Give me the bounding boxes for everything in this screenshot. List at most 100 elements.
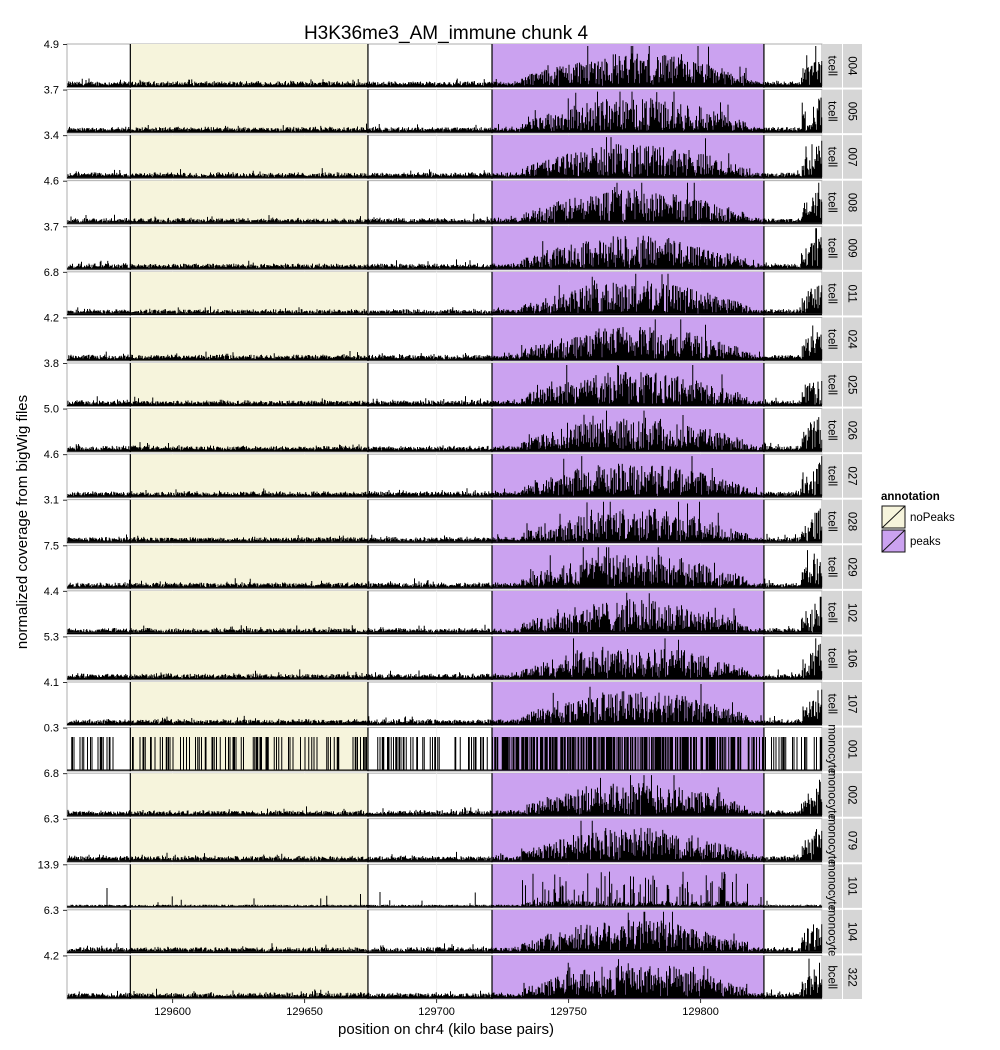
- strip-cell-type-label: tcell: [826, 511, 838, 531]
- coverage-signal-025: [67, 365, 823, 406]
- coverage-signal-026: [67, 410, 823, 451]
- strip-cell-type: [823, 226, 842, 270]
- strip-cell-type-label: tcell: [826, 648, 838, 668]
- coverage-signal-002: [67, 775, 823, 816]
- strip-cell-type-label: tcell: [826, 56, 838, 76]
- strip-sample: [843, 226, 862, 270]
- y-max-label: 13.9: [38, 859, 59, 871]
- strip-cell-type: [823, 818, 842, 863]
- coverage-signal-079: [67, 820, 823, 861]
- x-axis-label: position on chr4 (kilo base pairs): [338, 1021, 554, 1038]
- annotation-noPeaks: [130, 864, 368, 908]
- coverage-signal-027: [67, 456, 823, 497]
- strip-cell-type-label: tcell: [826, 602, 838, 622]
- strip-sample-label: 025: [846, 375, 858, 394]
- panel-102: 4.4 tcell 102: [44, 586, 862, 635]
- strip-sample-label: 005: [846, 102, 858, 121]
- strip-sample: [843, 818, 862, 863]
- panel-005: 3.7 tcell 005: [44, 85, 862, 134]
- strip-sample: [843, 408, 862, 453]
- y-max-label: 4.2: [44, 312, 59, 324]
- strip-sample: [843, 590, 862, 635]
- strip-sample-label: 028: [846, 512, 858, 531]
- y-axis-label: normalized coverage from bigWig files: [14, 395, 31, 649]
- x-tick-label: 129800: [682, 1006, 719, 1018]
- strip-sample-label: 007: [846, 147, 858, 166]
- strip-sample-label: 027: [846, 466, 858, 485]
- y-max-label: 6.3: [44, 814, 59, 826]
- strip-cell-type-label: tcell: [826, 375, 838, 395]
- annotation-noPeaks: [130, 363, 368, 407]
- strip-cell-type: [823, 454, 842, 498]
- y-max-label: 3.4: [44, 130, 59, 142]
- y-max-label: 6.8: [44, 267, 59, 279]
- panel-026: 5.0 tcell 026: [44, 404, 862, 453]
- strip-cell-type: [823, 44, 842, 88]
- strip-cell-type: [823, 773, 842, 817]
- y-max-label: 4.4: [44, 586, 59, 598]
- panel-029: 7.5 tcell 029: [44, 540, 862, 590]
- annotation-noPeaks: [130, 180, 368, 225]
- legend-item-noPeaks: noPeaks: [881, 505, 955, 529]
- strip-cell-type-label: monocyte: [826, 861, 838, 911]
- legend: annotation noPeaks peaks: [881, 491, 955, 553]
- strip-cell-type: [823, 727, 842, 772]
- strip-sample: [843, 636, 862, 680]
- strip-sample: [843, 180, 862, 225]
- strip-sample: [843, 682, 862, 726]
- strip-sample: [843, 271, 862, 316]
- y-max-label: 5.3: [44, 631, 59, 643]
- y-max-label: 4.2: [44, 950, 59, 962]
- strip-sample: [843, 773, 862, 817]
- strip-cell-type: [823, 909, 842, 954]
- strip-sample: [843, 454, 862, 498]
- y-max-label: 6.8: [44, 768, 59, 780]
- y-max-label: 0.3: [44, 723, 59, 735]
- strip-cell-type-label: tcell: [826, 329, 838, 349]
- strip-sample-label: 002: [846, 785, 858, 804]
- strip-cell-type: [823, 499, 842, 544]
- panel-004: 4.9 tcell 004: [44, 39, 862, 88]
- annotation-noPeaks: [130, 909, 368, 954]
- legend-swatch-slash: [881, 529, 906, 553]
- coverage-signal-029: [67, 547, 823, 588]
- annotation-noPeaks: [130, 44, 368, 88]
- x-tick-label: 129600: [154, 1006, 191, 1018]
- strip-sample-label: 101: [846, 876, 858, 895]
- legend-item-peaks: peaks: [881, 529, 941, 553]
- strip-cell-type: [823, 317, 842, 361]
- y-max-label: 4.1: [44, 677, 59, 689]
- strip-cell-type: [823, 89, 842, 134]
- strip-cell-type-label: tcell: [826, 238, 838, 258]
- y-max-label: 6.3: [44, 905, 59, 917]
- strip-cell-type: [823, 590, 842, 635]
- coverage-signal-107: [67, 684, 823, 725]
- strip-sample: [843, 44, 862, 88]
- strip-sample-label: 011: [846, 284, 858, 302]
- y-max-label: 4.6: [44, 176, 59, 188]
- strip-cell-type-label: tcell: [826, 192, 838, 212]
- strip-sample-label: 102: [846, 603, 858, 622]
- panel-322: 4.2 bcell 322: [44, 950, 862, 1000]
- coverage-signal-007: [67, 137, 823, 178]
- y-max-label: 4.6: [44, 449, 59, 461]
- panel-028: 3.1 tcell 028: [44, 495, 862, 544]
- strip-sample-label: 004: [846, 56, 858, 76]
- strip-cell-type: [823, 408, 842, 453]
- annotation-noPeaks: [130, 408, 368, 453]
- coverage-signal-008: [67, 182, 823, 223]
- panel-101: 13.9 monocyte 101: [38, 859, 862, 911]
- annotation-noPeaks: [130, 682, 368, 726]
- strip-cell-type: [823, 271, 842, 316]
- coverage-signal-104: [67, 911, 823, 952]
- coverage-signal-322: [67, 958, 823, 998]
- strip-cell-type-label: tcell: [826, 283, 838, 303]
- y-max-label: 3.7: [44, 221, 59, 233]
- coverage-signal-102: [67, 592, 823, 633]
- strip-cell-type-label: tcell: [826, 147, 838, 167]
- facet-panels: 4.9 tcell 004 3.7 tcell 005 3.4 tcell 007 4.6 tcel…: [38, 39, 862, 1000]
- strip-cell-type-label: tcell: [826, 694, 838, 714]
- y-max-label: 3.8: [44, 358, 59, 370]
- strip-sample-label: 024: [846, 330, 858, 350]
